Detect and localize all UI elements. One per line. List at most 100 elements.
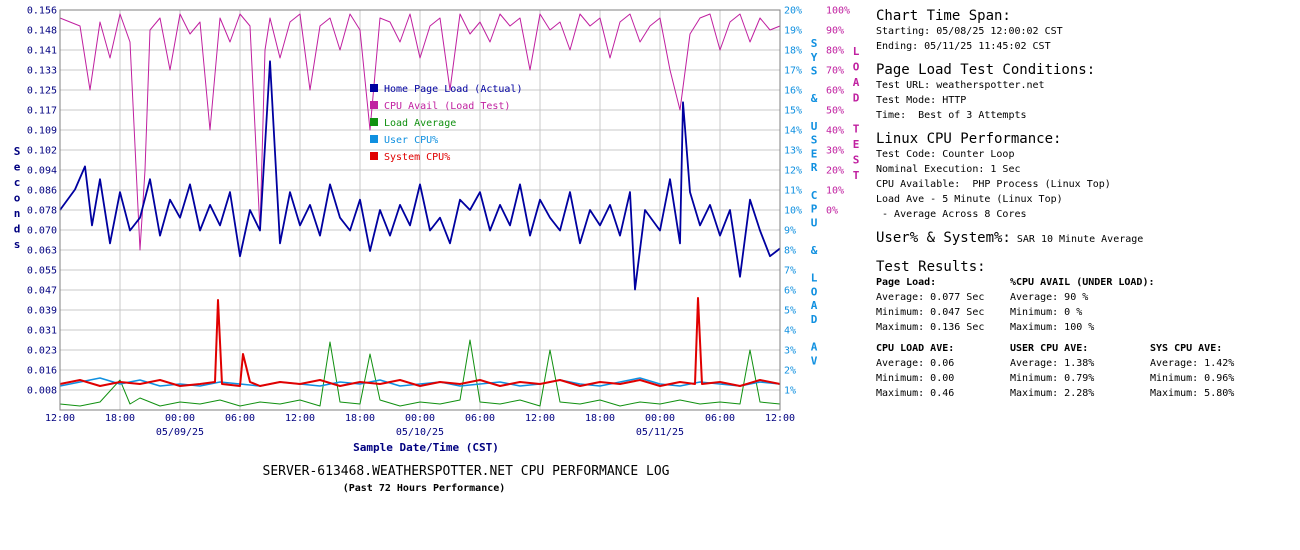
y-right-cpu-tick-label: 19% — [784, 26, 802, 37]
x-tick-label: 12:00 — [525, 413, 555, 424]
usersys-value: SAR 10 Minute Average — [1016, 234, 1144, 245]
user-cpu-min: Minimum: 0.79% — [1010, 373, 1095, 384]
page-load-results: Page Load: Average: 0.077 Sec Minimum: 0… — [876, 275, 1010, 335]
y-right-cpu-tick-label: 17% — [784, 66, 802, 77]
y-left-tick-label: 0.094 — [27, 166, 57, 177]
user-cpu-avg: Average: 1.38% — [1010, 358, 1095, 369]
page-load-min: Minimum: 0.047 Sec — [876, 307, 985, 318]
legend-label: System CPU% — [384, 152, 450, 163]
y-right-loadtest-tick-label: 50% — [826, 106, 844, 117]
x-axis-ticks: 12:00 18:00 00:00 06:00 12:00 18:00 00:00 06:00… — [45, 413, 795, 424]
y-right-cpu-tick-label: 20% — [784, 6, 802, 17]
legend-swatch — [370, 152, 378, 160]
cpu-avail-max: Maximum: 100 % — [1010, 322, 1095, 333]
series-line-0 — [59, 60, 781, 291]
x-date-label: 05/11/25 — [636, 427, 684, 438]
time-span-heading: Chart Time Span: — [876, 8, 1011, 24]
y-right-loadtest-tick-label: 40% — [826, 126, 844, 137]
y-left-tick-label: 0.078 — [27, 206, 57, 217]
x-tick-label: 00:00 — [645, 413, 675, 424]
y-right-cpu-tick-label: 4% — [784, 326, 796, 337]
legend-swatch — [370, 101, 378, 109]
page-load-max: Maximum: 0.136 Sec — [876, 322, 985, 333]
y-left-tick-label: 0.047 — [27, 286, 57, 297]
cpu-load-avg: Average: 0.06 — [876, 358, 955, 369]
y-left-tick-label: 0.031 — [27, 326, 57, 337]
x-date-label: 05/10/25 — [396, 427, 444, 438]
y-left-tick-label: 0.055 — [27, 266, 57, 277]
y-right-loadtest-tick-label: 80% — [826, 46, 844, 57]
page-load-title: Page Load: — [876, 277, 937, 288]
linux-nominal: Nominal Execution: 1 Sec — [876, 164, 1021, 175]
user-cpu-results: USER CPU AVE: Average: 1.38% Minimum: 0.… — [1010, 341, 1150, 401]
linux-across: - Average Across 8 Cores — [876, 209, 1027, 220]
y-right-loadtest-tick-label: 0% — [826, 206, 838, 217]
y-right-loadtest-tick-label: 10% — [826, 186, 844, 197]
y-axis-right-cpu-ticks: 20% 19% 18% 17% 16% 15% 14% 13% 12% 11% 10% 9% 8% 7% 6… — [784, 6, 802, 397]
legend-label: Home Page Load (Actual) — [384, 84, 522, 95]
y-right-cpu-tick-label: 18% — [784, 46, 802, 57]
conditions-mode: Test Mode: HTTP — [876, 95, 967, 106]
sys-cpu-results: SYS CPU AVE: Average: 1.42% Minimum: 0.9… — [1150, 341, 1284, 401]
cpu-load-min: Minimum: 0.00 — [876, 373, 955, 384]
y-right-cpu-tick-label: 12% — [784, 166, 802, 177]
y-left-tick-label: 0.070 — [27, 226, 57, 237]
y-right-cpu-tick-label: 15% — [784, 106, 802, 117]
y-left-tick-label: 0.016 — [27, 366, 57, 377]
y-left-tick-label: 0.125 — [27, 86, 57, 97]
sys-cpu-title: SYS CPU AVE: — [1150, 343, 1223, 354]
linux-available: CPU Available: PHP Process (Linux Top) — [876, 179, 1111, 190]
y-axis-right-loadtest-ticks: 100% 90% 80% 70% 60% 50% 40% 30% 20% 10% 0% — [826, 6, 850, 217]
y-left-tick-label: 0.039 — [27, 306, 57, 317]
summary-panel: Chart Time Span: Starting: 05/08/25 12:0… — [876, 8, 1296, 401]
cpu-avail-title: %CPU AVAIL (UNDER LOAD): — [1010, 277, 1155, 288]
user-cpu-title: USER CPU AVE: — [1010, 343, 1089, 354]
cpu-load-results: CPU LOAD AVE: Average: 0.06 Minimum: 0.0… — [876, 341, 1010, 401]
chart-title: SERVER-613468.WEATHERSPOTTER.NET CPU PER… — [263, 464, 670, 479]
x-tick-label: 06:00 — [705, 413, 735, 424]
y-left-tick-label: 0.063 — [27, 246, 57, 257]
linux-heading: Linux CPU Performance: — [876, 131, 1062, 147]
legend-label: Load Average — [384, 118, 456, 129]
legend: Home Page Load (Actual) CPU Avail (Load T… — [370, 84, 522, 163]
y-left-tick-label: 0.109 — [27, 126, 57, 137]
y-left-tick-label: 0.133 — [27, 66, 57, 77]
cpu-performance-chart: 0.156 0.148 0.141 0.133 0.125 0.117 0.109 0.102… — [14, 6, 860, 495]
y-right-cpu-tick-label: 9% — [784, 226, 796, 237]
legend-label: CPU Avail (Load Test) — [384, 101, 510, 112]
x-tick-label: 00:00 — [165, 413, 195, 424]
y-right-loadtest-tick-label: 30% — [826, 146, 844, 157]
x-axis-label: Sample Date/Time (CST) — [353, 441, 499, 454]
cpu-load-max: Maximum: 0.46 — [876, 388, 955, 399]
chart-subtitle: (Past 72 Hours Performance) — [343, 483, 506, 494]
y-right-cpu-tick-label: 6% — [784, 286, 796, 297]
y-right-cpu-tick-label: 10% — [784, 206, 802, 217]
y-right-cpu-tick-label: 11% — [784, 186, 802, 197]
page-load-avg: Average: 0.077 Sec — [876, 292, 985, 303]
x-tick-label: 12:00 — [45, 413, 75, 424]
series-line-4 — [59, 297, 781, 387]
usersys-heading: User% & System%: — [876, 230, 1011, 246]
sys-cpu-max: Maximum: 5.80% — [1150, 388, 1235, 399]
y-right-loadtest-tick-label: 70% — [826, 66, 844, 77]
y-left-tick-label: 0.141 — [27, 46, 57, 57]
y-left-tick-label: 0.148 — [27, 26, 57, 37]
y-left-tick-label: 0.008 — [27, 386, 57, 397]
x-tick-label: 18:00 — [345, 413, 375, 424]
y-right-loadtest-tick-label: 60% — [826, 86, 844, 97]
series-line-3 — [59, 377, 781, 387]
usersys-row: User% & System%: SAR 10 Minute Average — [876, 230, 1296, 247]
y-right-cpu-tick-label: 5% — [784, 306, 796, 317]
y-right-cpu-tick-label: 2% — [784, 366, 796, 377]
cpu-avail-min: Minimum: 0 % — [1010, 307, 1083, 318]
legend-swatch — [370, 84, 378, 92]
legend-swatch — [370, 135, 378, 143]
x-tick-label: 18:00 — [585, 413, 615, 424]
y-right-cpu-tick-label: 13% — [784, 146, 802, 157]
series-line-1 — [59, 13, 781, 251]
y-right-loadtest-tick-label: 20% — [826, 166, 844, 177]
